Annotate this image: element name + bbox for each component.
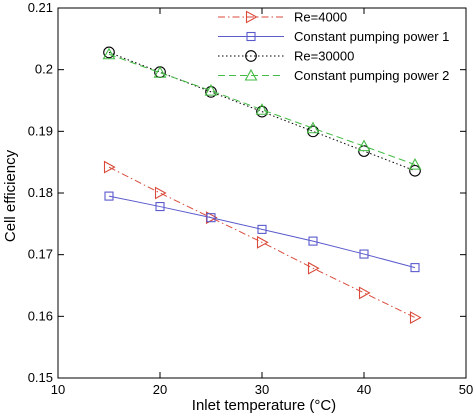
series-line [108, 166, 416, 319]
data-point [306, 121, 320, 134]
series-1 [103, 160, 422, 324]
legend-item-3: Re=30000 [218, 49, 354, 64]
legend-marker [244, 68, 258, 81]
legend-marker [246, 31, 256, 42]
data-point [357, 139, 371, 152]
data-point [410, 263, 420, 273]
data-point [153, 66, 167, 78]
data-point [358, 286, 371, 300]
series-4 [102, 47, 422, 170]
legend-item-2: Constant pumping power 1 [218, 29, 449, 44]
x-tick-label: 10 [51, 382, 65, 397]
y-tick-label: 0.2 [35, 62, 53, 77]
plot-area [57, 7, 467, 379]
data-point [104, 191, 114, 201]
data-point [308, 236, 318, 246]
series-3 [103, 46, 421, 177]
data-point [255, 103, 269, 115]
data-point [102, 47, 116, 60]
data-point [307, 125, 319, 138]
y-tick-label: 0.16 [28, 308, 53, 323]
data-point [205, 86, 217, 98]
y-axis-label: Cell efficiency [2, 149, 19, 242]
data-point [257, 224, 267, 234]
data-point [155, 202, 165, 212]
legend-marker [245, 50, 257, 62]
x-tick-label: 20 [153, 382, 167, 397]
data-point [307, 261, 320, 275]
legend-item-4: Constant pumping power 2 [218, 68, 449, 83]
data-point [409, 311, 422, 324]
data-point [409, 164, 421, 177]
data-point [359, 249, 369, 259]
x-axis-label: Inlet temperature (°C) [192, 397, 336, 414]
y-axis-ticks: 0.15 0.16 0.17 0.18 0.19 0.2 0.21 [28, 0, 466, 385]
y-tick-label: 0.19 [28, 123, 53, 138]
y-tick-label: 0.21 [28, 0, 53, 15]
data-point [408, 157, 422, 170]
x-axis-ticks: 10 20 30 40 50 [51, 8, 473, 397]
data-point [256, 235, 269, 249]
legend-label: Constant pumping power 1 [294, 29, 449, 44]
legend: Re=4000 Constant pumping power 1 Re=30000 C… [218, 10, 449, 83]
legend-label: Re=4000 [294, 10, 347, 25]
data-point [103, 160, 116, 174]
x-tick-label: 30 [255, 382, 269, 397]
plot-frame [57, 7, 467, 379]
series-2 [104, 191, 420, 273]
x-tick-label: 40 [357, 382, 371, 397]
y-tick-label: 0.17 [28, 247, 53, 262]
data-point [154, 186, 167, 200]
x-tick-label: 50 [459, 382, 473, 397]
data-point [154, 66, 166, 78]
legend-item-1: Re=4000 [218, 10, 347, 25]
data-point [204, 83, 218, 96]
y-tick-label: 0.15 [28, 370, 53, 385]
legend-marker [245, 10, 258, 24]
legend-label: Constant pumping power 2 [294, 68, 449, 83]
series-line [108, 195, 416, 269]
data-point [206, 213, 216, 223]
series-layer [102, 46, 422, 324]
data-point [103, 46, 115, 59]
legend-label: Re=30000 [294, 49, 354, 64]
y-tick-label: 0.18 [28, 185, 53, 200]
